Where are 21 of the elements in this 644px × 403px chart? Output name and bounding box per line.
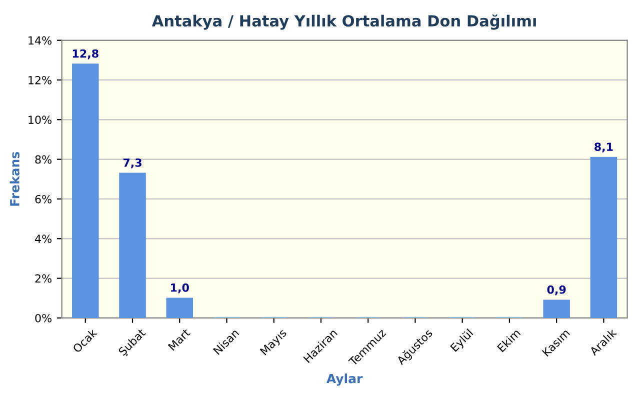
bar bbox=[72, 64, 99, 318]
bar bbox=[543, 300, 570, 318]
y-tick-label: 10% bbox=[28, 116, 52, 124]
y-tick-label: 8% bbox=[35, 155, 52, 164]
chart-title: Antakya / Hatay Yıllık Ortalama Don Dağılımı bbox=[152, 14, 536, 30]
y-tick-label: 4% bbox=[35, 234, 52, 244]
bar bbox=[119, 172, 146, 318]
data-label: 0,9 bbox=[547, 285, 566, 296]
data-label: 8,1 bbox=[594, 142, 613, 152]
y-tick-label: 12% bbox=[28, 76, 52, 84]
bar bbox=[166, 298, 193, 318]
data-label: 7,3 bbox=[123, 158, 142, 168]
y-tick-label: 6% bbox=[35, 194, 52, 204]
data-label: 12,8 bbox=[72, 49, 98, 60]
x-axis-title: Aylar bbox=[326, 374, 363, 386]
y-tick-label: 14% bbox=[28, 36, 52, 45]
y-axis-title: Frekans bbox=[10, 152, 20, 206]
data-label: 1,0 bbox=[171, 283, 189, 294]
y-tick-label: 0% bbox=[35, 314, 52, 322]
bar bbox=[590, 156, 618, 318]
y-tick-label: 2% bbox=[35, 274, 52, 283]
